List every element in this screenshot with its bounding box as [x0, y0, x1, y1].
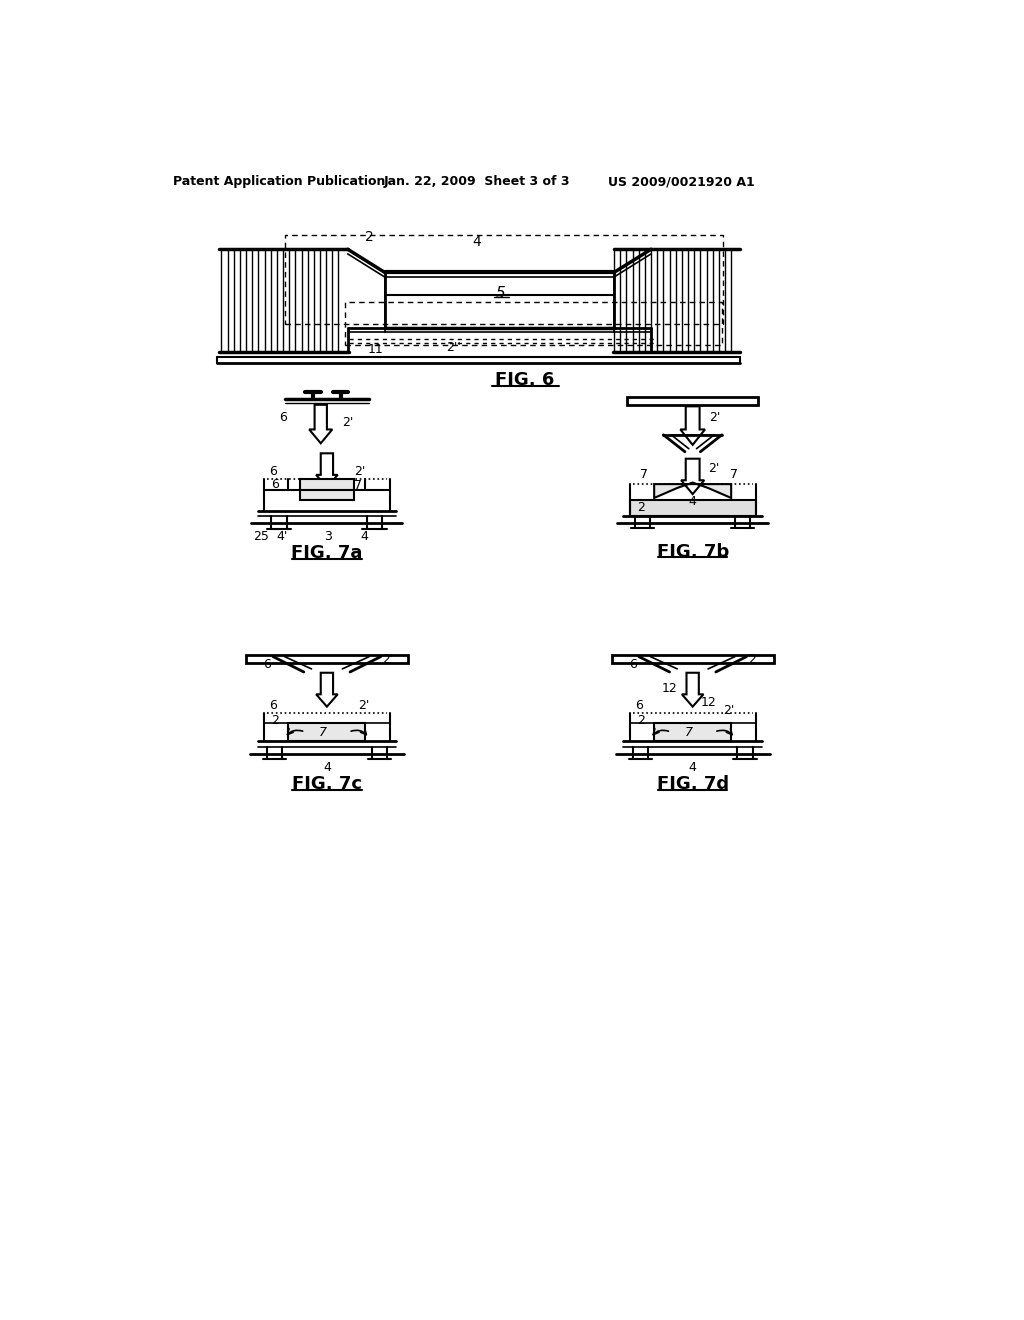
Text: 12: 12 [700, 696, 716, 709]
Text: FIG. 7b: FIG. 7b [656, 543, 729, 561]
Polygon shape [682, 673, 703, 706]
Polygon shape [316, 673, 338, 706]
Text: 5: 5 [496, 285, 505, 301]
Bar [611, 655, 773, 663]
Text: 2': 2' [382, 653, 393, 667]
Bar [246, 655, 408, 663]
Text: 6: 6 [630, 657, 637, 671]
Text: 7: 7 [685, 726, 693, 739]
Text: 2: 2 [637, 714, 645, 727]
Text: 6: 6 [263, 657, 271, 671]
Text: 12: 12 [662, 681, 677, 694]
Polygon shape [654, 483, 731, 498]
Polygon shape [316, 453, 338, 487]
Text: 11: 11 [368, 343, 383, 356]
Polygon shape [681, 459, 705, 494]
Bar [345, 302, 722, 345]
Text: 6: 6 [271, 478, 280, 491]
Text: 6: 6 [269, 465, 276, 478]
Text: 7: 7 [319, 726, 327, 739]
Text: FIG. 7a: FIG. 7a [291, 544, 362, 562]
Polygon shape [680, 407, 705, 445]
Text: 6: 6 [269, 698, 276, 711]
Text: 4: 4 [323, 760, 331, 774]
Text: 4: 4 [359, 529, 368, 543]
Text: US 2009/0021920 A1: US 2009/0021920 A1 [608, 176, 755, 187]
Text: 6: 6 [635, 698, 643, 711]
Text: 2: 2 [637, 500, 645, 513]
Text: 2': 2' [710, 412, 721, 425]
Text: 6: 6 [279, 412, 287, 425]
Text: 2'': 2'' [446, 342, 461, 354]
Text: FIG. 7d: FIG. 7d [656, 775, 729, 793]
Text: 25: 25 [254, 529, 269, 543]
Bar [628, 397, 758, 405]
Polygon shape [309, 405, 333, 444]
Text: 7: 7 [640, 467, 648, 480]
Text: 2: 2 [365, 230, 374, 244]
Bar [300, 479, 354, 499]
Bar [289, 723, 366, 742]
Text: FIG. 6: FIG. 6 [496, 371, 554, 389]
Text: 4: 4 [689, 495, 696, 508]
Bar [654, 723, 731, 742]
Text: 2': 2' [342, 416, 353, 429]
Text: 2': 2' [357, 698, 369, 711]
Text: 4: 4 [689, 760, 696, 774]
Bar [630, 499, 756, 516]
Text: 7: 7 [354, 479, 361, 492]
Text: FIG. 7c: FIG. 7c [292, 775, 361, 793]
Text: 2': 2' [724, 704, 735, 717]
Text: 4: 4 [473, 235, 481, 248]
Text: 3: 3 [325, 529, 333, 543]
Text: 7: 7 [730, 467, 737, 480]
Text: Patent Application Publication: Patent Application Publication [173, 176, 385, 187]
Text: Jan. 22, 2009  Sheet 3 of 3: Jan. 22, 2009 Sheet 3 of 3 [384, 176, 570, 187]
Text: 2: 2 [271, 714, 280, 727]
Text: 2': 2' [708, 462, 720, 475]
Text: 2': 2' [354, 465, 366, 478]
Text: 4': 4' [276, 529, 288, 543]
Text: 2': 2' [749, 653, 760, 667]
Bar [285, 235, 724, 323]
